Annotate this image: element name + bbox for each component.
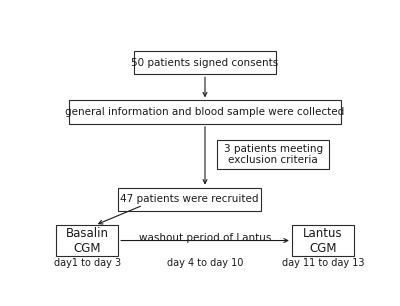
Text: washout period of Lantus: washout period of Lantus [139, 233, 271, 243]
FancyBboxPatch shape [69, 100, 341, 124]
FancyBboxPatch shape [218, 140, 329, 169]
FancyBboxPatch shape [118, 188, 261, 211]
FancyBboxPatch shape [292, 225, 354, 256]
Text: 47 patients were recruited: 47 patients were recruited [120, 194, 259, 204]
Text: Lantus
CGM: Lantus CGM [303, 226, 343, 255]
FancyBboxPatch shape [134, 51, 276, 74]
Text: day1 to day 3: day1 to day 3 [54, 258, 121, 268]
Text: 50 patients signed consents: 50 patients signed consents [131, 58, 279, 68]
FancyBboxPatch shape [56, 225, 118, 256]
Text: general information and blood sample were collected: general information and blood sample wer… [65, 107, 345, 117]
Text: day 4 to day 10: day 4 to day 10 [167, 258, 243, 268]
Text: day 11 to day 13: day 11 to day 13 [282, 258, 364, 268]
Text: Basalin
CGM: Basalin CGM [66, 226, 109, 255]
Text: 3 patients meeting
exclusion criteria: 3 patients meeting exclusion criteria [224, 144, 323, 165]
